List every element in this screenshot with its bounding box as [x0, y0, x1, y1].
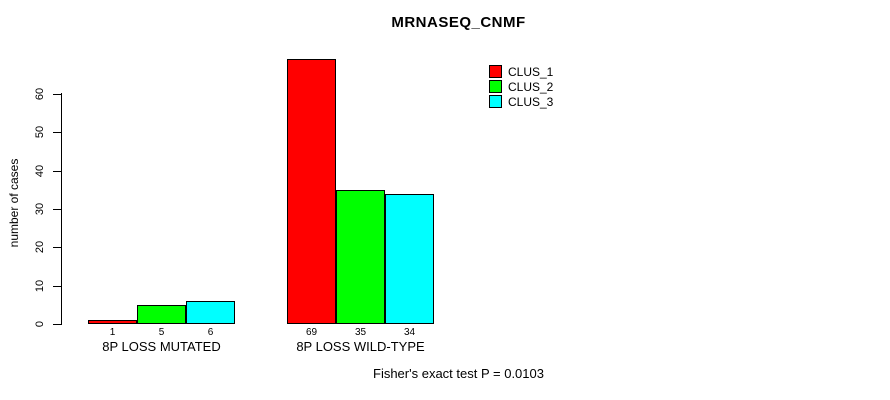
y-axis-tick — [53, 171, 61, 172]
chart-title: MRNASEQ_CNMF — [391, 14, 526, 31]
category-label: 8P LOSS MUTATED — [102, 339, 221, 354]
legend-label: CLUS_1 — [508, 64, 554, 79]
bar-clus_2-8p-loss-wild-type — [336, 190, 385, 324]
y-axis-tick — [53, 132, 61, 133]
legend-item-clus_3: CLUS_3 — [489, 94, 553, 109]
bar-clus_1-8p-loss-mutated — [88, 320, 137, 324]
legend-item-clus_1: CLUS_1 — [489, 64, 553, 79]
fisher-test-annotation: Fisher's exact test P = 0.0103 — [373, 366, 544, 381]
y-axis-line — [61, 93, 62, 325]
bar-value-label: 34 — [403, 327, 416, 338]
legend-swatch-icon — [489, 65, 502, 78]
y-axis-tick-label: 50 — [34, 125, 46, 139]
legend-item-clus_2: CLUS_2 — [489, 79, 553, 94]
legend-swatch-icon — [489, 80, 502, 93]
y-axis-tick-label: 60 — [34, 87, 46, 101]
y-axis-tick-label: 10 — [34, 279, 46, 293]
category-label: 8P LOSS WILD-TYPE — [296, 339, 425, 354]
y-axis-tick — [53, 324, 61, 325]
y-axis-tick — [53, 209, 61, 210]
y-axis-tick-label: 40 — [34, 164, 46, 178]
y-axis-title: number of cases — [7, 158, 21, 248]
legend-swatch-icon — [489, 95, 502, 108]
y-axis-tick — [53, 94, 61, 95]
legend: CLUS_1 CLUS_2 CLUS_3 — [489, 64, 553, 109]
bar-value-label: 1 — [109, 327, 116, 338]
legend-label: CLUS_2 — [508, 79, 554, 94]
bar-value-label: 69 — [305, 327, 318, 338]
bar-clus_2-8p-loss-mutated — [137, 305, 186, 324]
bar-value-label: 5 — [158, 327, 165, 338]
y-axis-tick — [53, 286, 61, 287]
bar-clus_3-8p-loss-wild-type — [385, 194, 434, 324]
y-axis-tick-label: 20 — [34, 240, 46, 254]
bar-value-label: 6 — [207, 327, 214, 338]
bar-clus_3-8p-loss-mutated — [186, 301, 235, 324]
y-axis-tick-label: 30 — [34, 202, 46, 216]
y-axis-tick-label: 0 — [34, 320, 46, 328]
bar-value-label: 35 — [354, 327, 367, 338]
bar-clus_1-8p-loss-wild-type — [287, 59, 336, 324]
legend-label: CLUS_3 — [508, 94, 554, 109]
y-axis-tick — [53, 247, 61, 248]
